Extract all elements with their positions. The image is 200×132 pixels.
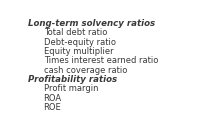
Text: Equity multiplier: Equity multiplier bbox=[44, 47, 113, 56]
Text: Profitability ratios: Profitability ratios bbox=[28, 75, 117, 84]
Text: ROE: ROE bbox=[44, 103, 61, 112]
Text: Long-term solvency ratios: Long-term solvency ratios bbox=[28, 19, 155, 28]
Text: Times interest earned ratio: Times interest earned ratio bbox=[44, 56, 158, 65]
Text: Total debt ratio: Total debt ratio bbox=[44, 28, 107, 37]
Text: Profit margin: Profit margin bbox=[44, 84, 98, 93]
Text: cash coverage ratio: cash coverage ratio bbox=[44, 66, 127, 75]
Text: Debt-equity ratio: Debt-equity ratio bbox=[44, 38, 116, 47]
Text: ROA: ROA bbox=[44, 94, 62, 103]
